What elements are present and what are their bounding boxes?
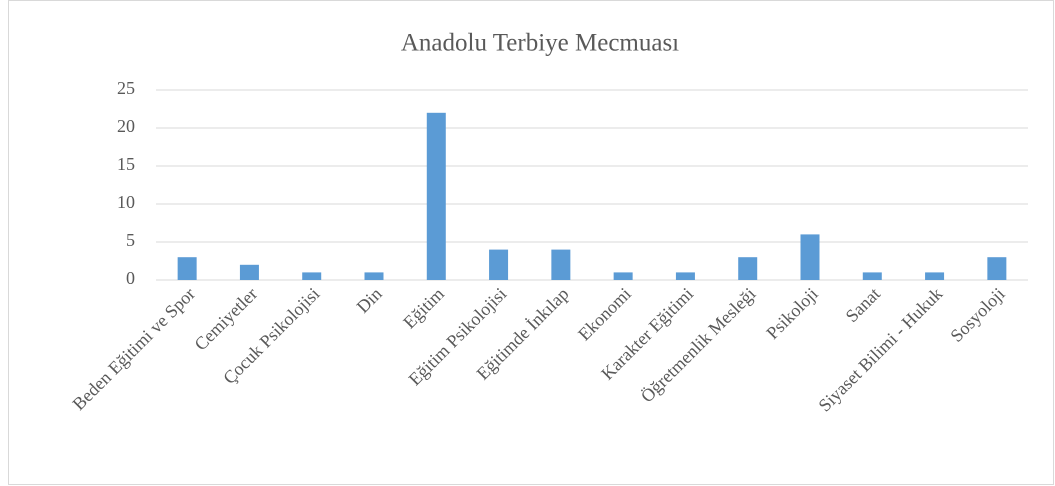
bar [364,272,384,280]
bar [738,257,758,280]
y-tick-label: 15 [117,154,135,174]
y-tick-label: 0 [126,268,135,288]
bar [177,257,197,280]
bar [675,272,695,280]
y-tick-label: 10 [117,192,135,212]
bar [551,249,571,280]
chart-title: Anadolu Terbiye Mecmuası [401,30,679,57]
bar [302,272,322,280]
bar [489,249,509,280]
bar [862,272,882,280]
y-tick-label: 25 [117,78,135,98]
bar [613,272,633,280]
bar [800,234,820,280]
y-tick-label: 5 [126,230,135,250]
bar [426,112,446,280]
y-tick-label: 20 [117,116,135,136]
bar [925,272,945,280]
bar [239,264,259,280]
bar [987,257,1007,280]
